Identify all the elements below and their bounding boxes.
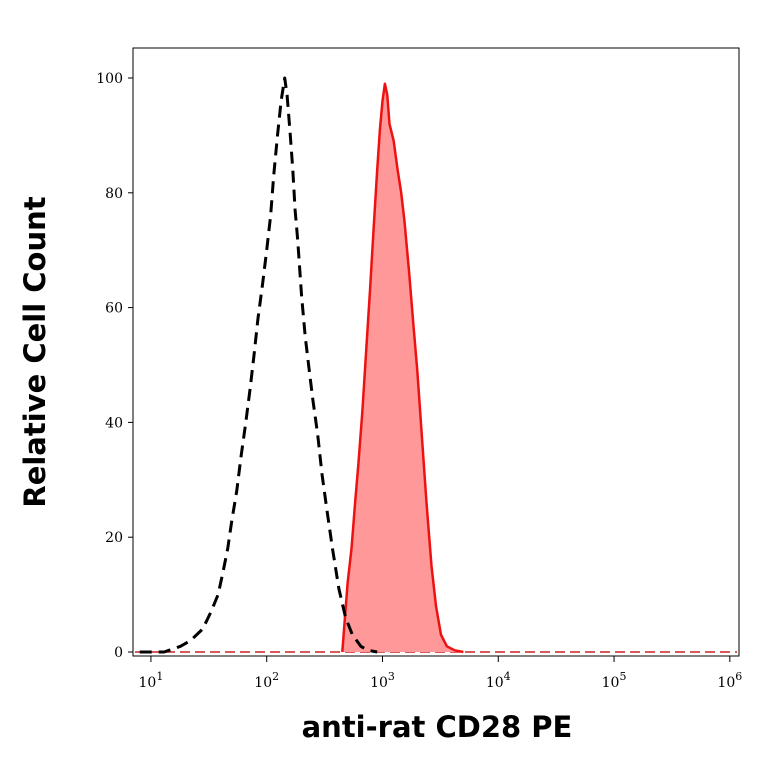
series-area-fill	[342, 83, 464, 652]
y-tick-label: 80	[105, 186, 123, 202]
x-tick-label: 106	[717, 670, 742, 691]
x-tick-exponent: 3	[388, 670, 395, 683]
x-tick-base: 10	[254, 675, 272, 691]
y-tick-label: 100	[96, 71, 123, 87]
x-tick-base: 10	[139, 675, 157, 691]
x-tick-exponent: 1	[156, 670, 163, 683]
x-tick-label: 104	[486, 670, 511, 691]
y-tick-label: 60	[105, 301, 123, 317]
y-tick-label: 0	[114, 645, 123, 661]
x-tick-label: 102	[254, 670, 279, 691]
series-layer	[135, 76, 737, 654]
x-tick-label: 101	[139, 670, 164, 691]
x-tick-exponent: 2	[272, 670, 279, 683]
x-tick-label: 105	[602, 670, 627, 691]
x-tick-base: 10	[717, 675, 735, 691]
x-tick-label: 103	[370, 670, 395, 691]
x-tick-base: 10	[486, 675, 504, 691]
y-axis-title: Relative Cell Count	[18, 196, 52, 507]
series-line-solid	[341, 82, 464, 654]
plot-frame	[132, 47, 740, 657]
x-tick-exponent: 5	[619, 670, 626, 683]
x-tick-exponent: 4	[504, 670, 511, 683]
x-tick-exponent: 6	[735, 670, 742, 683]
y-tick-label: 20	[105, 530, 123, 546]
x-axis-title: anti-rat CD28 PE	[302, 710, 573, 744]
series-line-dashed	[139, 76, 378, 654]
x-tick-base: 10	[370, 675, 388, 691]
x-tick-base: 10	[602, 675, 620, 691]
y-tick-label: 40	[105, 415, 123, 431]
